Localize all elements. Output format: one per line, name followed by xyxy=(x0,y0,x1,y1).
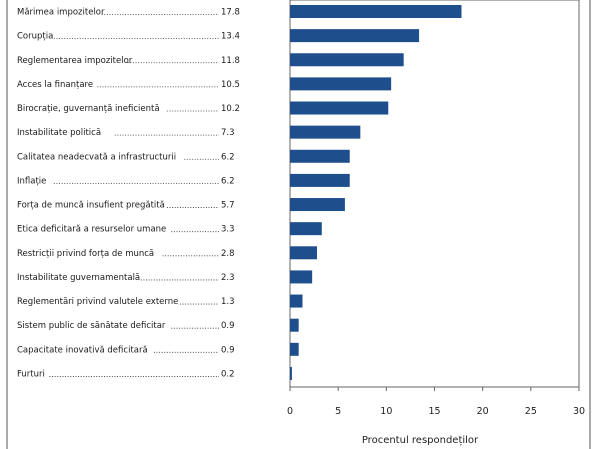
value-label: 7.3 xyxy=(221,128,235,138)
category-label: Calitatea neadecvată a infrastructurii xyxy=(17,152,176,162)
x-tick-label: 15 xyxy=(428,406,440,417)
x-axis-ticks: 0 5 10 15 20 25 30 xyxy=(287,387,585,417)
category-label: Capacitate inovativă deficitară xyxy=(17,345,148,355)
category-label: Corupția xyxy=(17,32,53,42)
value-label: 0.9 xyxy=(221,345,235,355)
category-label: Acces la finanțare xyxy=(17,80,93,90)
bar xyxy=(290,198,345,212)
bar xyxy=(290,53,404,67)
x-axis-title: Procentul respondeților xyxy=(362,435,479,446)
value-label: 0.2 xyxy=(221,369,235,379)
bar xyxy=(290,29,420,43)
category-label: Furturi xyxy=(17,369,45,379)
value-label: 10.2 xyxy=(221,104,240,114)
category-label: Reglementarea impozitelor xyxy=(17,56,133,66)
bar xyxy=(290,318,299,332)
value-label: 13.4 xyxy=(221,32,240,42)
bar xyxy=(290,77,392,91)
bar xyxy=(290,366,292,380)
category-label: Instabilitate guvernamentală xyxy=(17,273,140,283)
x-tick-label: 25 xyxy=(525,406,537,417)
value-label: 17.8 xyxy=(221,8,240,18)
value-label: 5.7 xyxy=(221,201,235,211)
category-label: Sistem public de sănătate deficitar xyxy=(17,321,166,331)
value-label: 3.3 xyxy=(221,225,235,235)
value-label: 6.2 xyxy=(221,176,235,186)
category-label: Instabilitate politică xyxy=(17,128,101,138)
category-label: Restricții privind forța de muncă xyxy=(17,249,154,259)
value-label: 2.8 xyxy=(221,249,235,259)
value-label: 11.8 xyxy=(221,56,240,66)
category-labels: Mărimea impozitelor 17.8 Corupția 13.4 Regle… xyxy=(17,8,240,380)
bar xyxy=(290,294,303,308)
x-tick-label: 0 xyxy=(287,406,293,417)
value-label: 10.5 xyxy=(221,80,240,90)
bar xyxy=(290,222,322,236)
value-label: 2.3 xyxy=(221,273,235,283)
category-label: Reglementări privind valutele externe xyxy=(17,297,178,307)
bar xyxy=(290,270,313,284)
value-label: 1.3 xyxy=(221,297,235,307)
bar xyxy=(290,342,299,356)
category-label: Birocrație, guvernanță ineficientă xyxy=(17,104,160,114)
bar xyxy=(290,101,389,115)
bars xyxy=(290,5,462,380)
bar xyxy=(290,5,462,18)
value-label: 6.2 xyxy=(221,152,235,162)
bar xyxy=(290,149,350,163)
x-tick-label: 10 xyxy=(380,406,392,417)
bar xyxy=(290,246,317,260)
category-label: Mărimea impozitelor xyxy=(17,8,105,18)
bar xyxy=(290,125,361,139)
category-label: Etica deficitară a resurselor umane xyxy=(17,225,166,235)
x-tick-label: 30 xyxy=(573,406,585,417)
x-tick-label: 5 xyxy=(335,406,341,417)
x-tick-label: 20 xyxy=(477,406,489,417)
category-label: Forța de muncă insufient pregătită xyxy=(17,201,165,211)
value-label: 0.9 xyxy=(221,321,235,331)
bar xyxy=(290,173,350,187)
category-label: Inflație xyxy=(17,176,46,186)
